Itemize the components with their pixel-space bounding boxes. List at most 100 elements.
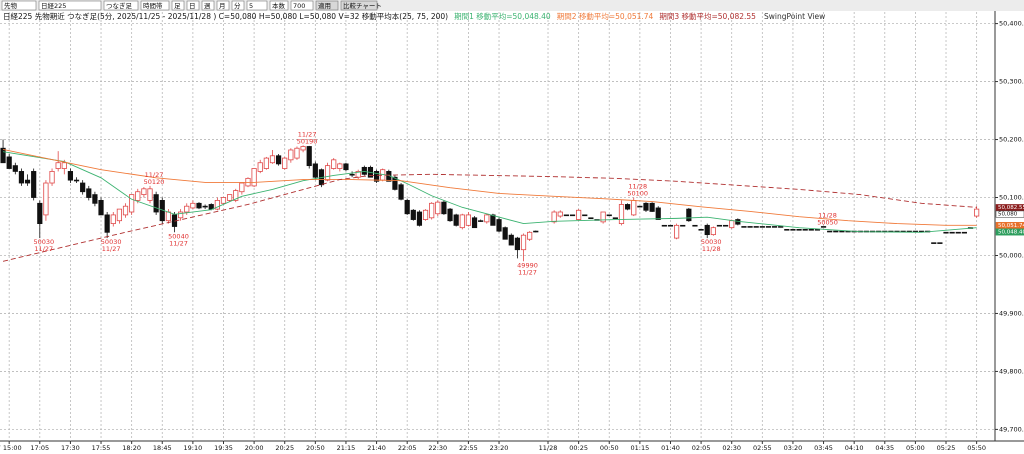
candle-body — [974, 208, 980, 217]
candle-body — [771, 226, 778, 228]
candle-body — [576, 209, 582, 220]
swing-date: 11/27 — [34, 245, 53, 253]
candle-body — [471, 217, 478, 229]
x-tick-label: 03:20 — [784, 444, 803, 452]
candle-body — [184, 205, 190, 213]
x-tick-label: 04:10 — [845, 444, 864, 452]
candle-body — [937, 242, 943, 244]
candle-body — [435, 201, 441, 215]
toolbar-button[interactable] — [216, 0, 230, 11]
candle-body — [73, 179, 80, 182]
candle-body — [98, 200, 104, 216]
y-tick-label: 50,200.0 — [999, 136, 1024, 144]
candle-body — [31, 171, 37, 198]
toolbar-label: 先物 — [4, 1, 18, 10]
candle-body — [453, 214, 459, 226]
candle-body — [459, 214, 465, 229]
candle-body — [306, 146, 312, 167]
price-tag-label: 50,082.55 — [998, 205, 1024, 211]
candle-body — [0, 147, 6, 164]
candle-body — [429, 202, 435, 219]
swing-date: 11/28 — [628, 183, 647, 191]
candle-body — [606, 214, 612, 217]
labels: 50,400.0 50,300.0 50,200.0 50,100.0 50,000.0… — [0, 20, 1024, 452]
candle-body — [214, 200, 220, 210]
price-tag-label: 50,080 — [998, 212, 1018, 218]
toolbar-label: 週 — [204, 1, 211, 10]
candle-body — [692, 224, 698, 227]
toolbar-button[interactable] — [315, 0, 339, 11]
candle-body — [129, 194, 135, 213]
candle-body — [759, 226, 765, 228]
toolbar-button[interactable] — [246, 0, 268, 11]
candle-body — [827, 230, 833, 233]
candle-body — [398, 184, 404, 200]
toolbar-button[interactable] — [1, 0, 37, 11]
x-tick-label: 20:00 — [245, 444, 264, 452]
x-tick-label: 17:55 — [92, 444, 111, 452]
legend-entry: 期間3 移動平均=50,082.55 — [659, 11, 756, 21]
candle-body — [649, 202, 655, 212]
toolbar-button[interactable] — [231, 0, 245, 11]
candle-body — [227, 194, 233, 201]
subtitle: SwingPoint View — [764, 12, 825, 21]
candle-body — [955, 231, 961, 234]
x-tick-label: 00:25 — [569, 444, 588, 452]
x-tick-label: 01:40 — [661, 444, 680, 452]
toolbar-button[interactable] — [140, 0, 170, 11]
x-tick-label: 02:55 — [753, 444, 772, 452]
candle-body — [67, 171, 74, 181]
chart-title: 日経225 先物期近 つなぎ足(5分, 2025/11/25 - 2025/11… — [3, 11, 825, 21]
toolbar-button[interactable] — [103, 0, 139, 11]
swing-date: 11/27 — [145, 171, 164, 179]
toolbar-button[interactable] — [340, 0, 378, 11]
candle-body — [275, 155, 282, 165]
x-tick-label: 22:30 — [428, 444, 447, 452]
candle-body — [233, 190, 239, 201]
price-tag — [995, 210, 1024, 218]
toolbar-button[interactable] — [269, 0, 289, 11]
candle-body — [80, 182, 86, 193]
candle-body — [447, 208, 453, 222]
candle-body — [361, 166, 367, 175]
candle-body — [37, 202, 43, 225]
toolbar-button[interactable] — [201, 0, 215, 11]
toolbar-button[interactable] — [171, 0, 185, 11]
grid — [0, 12, 998, 444]
candle-body — [814, 228, 821, 231]
toolbar-button[interactable] — [38, 0, 102, 11]
toolbar-label: 時間帯 — [143, 1, 163, 10]
candle-body — [92, 194, 98, 204]
toolbar-button[interactable] — [186, 0, 200, 11]
toolbar-button[interactable] — [290, 0, 314, 11]
candle-body — [533, 230, 539, 233]
candle-body — [612, 217, 618, 220]
swing-date: 11/28 — [818, 212, 837, 220]
swing-price: 50030 — [701, 238, 722, 246]
ma-line — [2, 173, 977, 262]
candle-body — [122, 205, 129, 216]
price-tag-label: 50,048.40 — [998, 229, 1024, 235]
y-tick-label: 50,000.0 — [999, 251, 1024, 259]
candle-body — [778, 226, 784, 228]
candle-body — [208, 204, 214, 210]
candle-body — [251, 168, 257, 187]
candle-body — [722, 224, 729, 227]
swing-date: 11/27 — [298, 130, 317, 138]
candle-body — [43, 182, 49, 216]
swing-price: 50030 — [101, 238, 122, 246]
legend-entry: 期間1 移動平均=50,048.40 — [454, 11, 551, 21]
candle-body — [141, 188, 147, 196]
candle-body — [324, 165, 331, 181]
x-tick-label: 11/28 — [539, 444, 558, 452]
candle-body — [165, 211, 171, 222]
x-tick-label: 21:15 — [337, 444, 356, 452]
x-tick-label: 21:40 — [367, 444, 386, 452]
candle-body — [147, 188, 153, 201]
